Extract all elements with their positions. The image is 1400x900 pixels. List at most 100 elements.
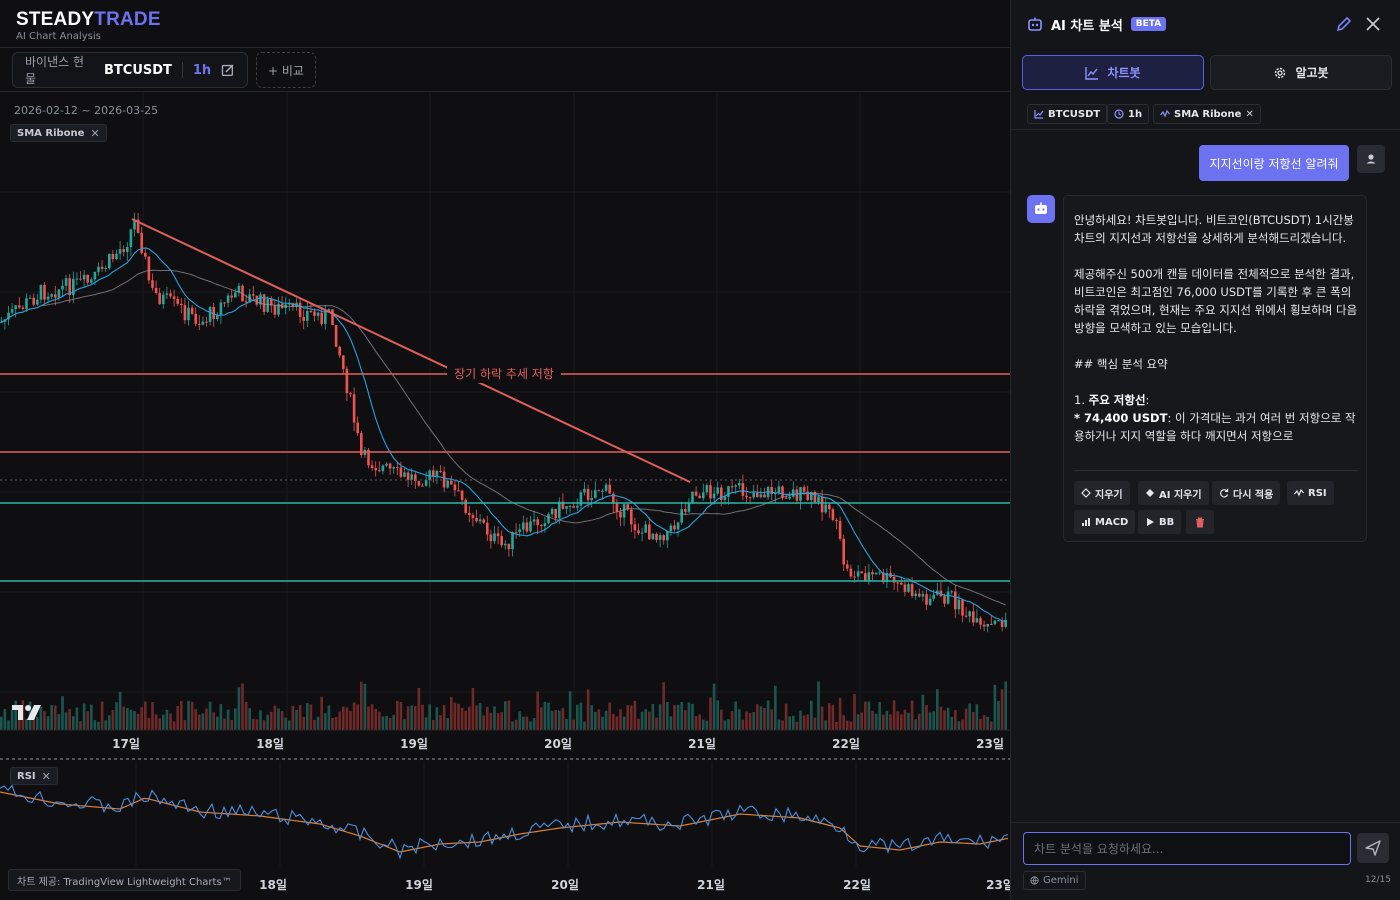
candle-body <box>489 534 493 542</box>
send-button[interactable] <box>1357 833 1389 863</box>
bb-button[interactable]: BB <box>1138 510 1182 534</box>
candle-body <box>972 611 975 623</box>
candle-body <box>25 298 28 309</box>
macd-button[interactable]: MACD <box>1074 510 1136 534</box>
candle-body <box>568 506 572 508</box>
clock-icon <box>1114 109 1124 119</box>
symbol-selector[interactable]: 바이낸스 현물 BTCUSDT 1h <box>12 52 248 88</box>
candle-body <box>925 594 928 605</box>
trendline[interactable] <box>131 218 691 483</box>
candle-body <box>21 307 25 309</box>
candle-body <box>543 523 547 527</box>
volume-bar <box>111 710 115 730</box>
volume-bar <box>972 712 975 730</box>
volume-bar <box>187 700 190 730</box>
pulse-icon <box>1294 488 1304 497</box>
chart-credit[interactable]: 차트 제공: TradingView Lightweight Charts™ <box>8 869 241 891</box>
candle-body <box>252 294 255 296</box>
close-icon[interactable] <box>1363 14 1383 34</box>
volume-bar <box>583 721 586 730</box>
candle-body <box>403 472 406 477</box>
candle-body <box>918 593 921 597</box>
paragraph-gap <box>1074 247 1359 265</box>
candle-body <box>795 489 799 501</box>
close-icon[interactable]: ✕ <box>90 126 100 140</box>
candle-body <box>7 312 10 320</box>
model-selector[interactable]: Gemini <box>1023 871 1086 890</box>
delete-button[interactable] <box>1186 510 1214 534</box>
candle-body <box>298 302 302 317</box>
brand-logo[interactable]: STEADYTRADE AI Chart Analysis <box>16 9 161 42</box>
candle-body <box>86 274 89 283</box>
trendline-label: 장기 하락 추세 저항 <box>454 367 554 381</box>
context-chip-timeframe[interactable]: 1h <box>1107 104 1150 124</box>
volume-bar <box>266 714 269 730</box>
volume-bar <box>568 691 572 730</box>
volume-bar <box>284 717 287 730</box>
volume-bar <box>709 697 712 730</box>
candle-body <box>604 484 608 491</box>
volume-bar <box>64 712 68 730</box>
volume-bar <box>14 700 17 730</box>
volume-bar <box>136 713 140 730</box>
tab-algobot[interactable]: 알고봇 <box>1210 55 1392 90</box>
divider <box>1074 470 1358 471</box>
context-chip-symbol[interactable]: BTCUSDT <box>1027 104 1108 124</box>
volume-bar <box>705 720 709 730</box>
candle-body <box>824 504 827 513</box>
candle-body <box>756 492 759 497</box>
edit-icon[interactable] <box>221 63 235 77</box>
candle-body <box>903 584 907 592</box>
usage-counter: 12/15 <box>1365 875 1391 885</box>
time-axis-label: 23일 <box>976 737 1004 751</box>
rsi-chart[interactable]: 18일 19일 20일 21일 22일 23일 <box>0 762 1010 900</box>
candle-body <box>367 449 370 466</box>
volume-bar <box>126 708 129 730</box>
volume-bar <box>820 706 824 730</box>
volume-bar <box>79 721 82 730</box>
tab-chartbot[interactable]: 차트봇 <box>1022 55 1204 90</box>
candle-body <box>464 499 467 514</box>
candle-body <box>46 296 50 300</box>
action-label: MACD <box>1095 516 1129 528</box>
pencil-icon[interactable] <box>1335 15 1353 33</box>
reapply-button[interactable]: 다시 적용 <box>1212 481 1281 505</box>
volume-bar <box>604 710 608 730</box>
candle-body <box>741 483 745 496</box>
compare-button[interactable]: + 비교 <box>256 52 316 88</box>
volume-bar <box>885 710 889 730</box>
candle-body <box>118 249 122 254</box>
rsi-button[interactable]: RSI <box>1287 481 1334 505</box>
volume-bar <box>3 709 7 730</box>
candle-body <box>619 511 622 518</box>
context-chip-label: 1h <box>1128 108 1143 120</box>
volume-bar <box>388 718 392 730</box>
volume-bar <box>39 707 43 730</box>
candle-body <box>802 487 806 492</box>
tradingview-logo-icon[interactable] <box>10 702 44 722</box>
volume-bar <box>536 691 539 730</box>
volume-bar <box>522 716 525 730</box>
volume-bar <box>640 711 644 730</box>
ai-erase-button[interactable]: AI 지우기 <box>1138 481 1209 505</box>
time-axis-label: 20일 <box>551 878 579 892</box>
candle-body <box>705 485 709 493</box>
volume-bar <box>493 706 496 730</box>
candle-body <box>320 312 323 325</box>
candle-body <box>727 486 730 497</box>
price-chart[interactable]: 장기 하락 추세 저항 17일 18일 19일 20일 21일 22일 23일 <box>0 92 1010 760</box>
candle-body <box>788 496 791 499</box>
candle-body <box>388 463 392 469</box>
candle-body <box>691 491 694 503</box>
timeframe-label[interactable]: 1h <box>192 62 212 78</box>
candle-body <box>72 278 75 296</box>
indicator-chip-rsi[interactable]: RSI ✕ <box>10 767 58 785</box>
volume-bar <box>626 705 629 730</box>
chat-input[interactable] <box>1023 832 1351 865</box>
candle-body <box>626 504 629 510</box>
context-chip-indicator[interactable]: SMA Ribone ✕ <box>1153 104 1261 124</box>
erase-button[interactable]: 지우기 <box>1074 481 1130 505</box>
close-icon[interactable]: ✕ <box>1245 108 1254 120</box>
close-icon[interactable]: ✕ <box>41 769 51 783</box>
indicator-chip-sma[interactable]: SMA Ribone ✕ <box>10 124 107 142</box>
